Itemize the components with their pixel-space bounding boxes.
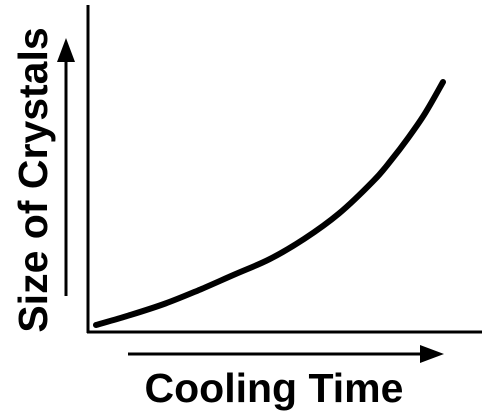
y-axis-title: Size of Crystals bbox=[10, 27, 56, 332]
x-arrow-head bbox=[420, 345, 444, 363]
y-arrow-head bbox=[57, 38, 75, 62]
x-axis-title: Cooling Time bbox=[145, 365, 404, 411]
crystal-size-curve bbox=[93, 79, 446, 328]
